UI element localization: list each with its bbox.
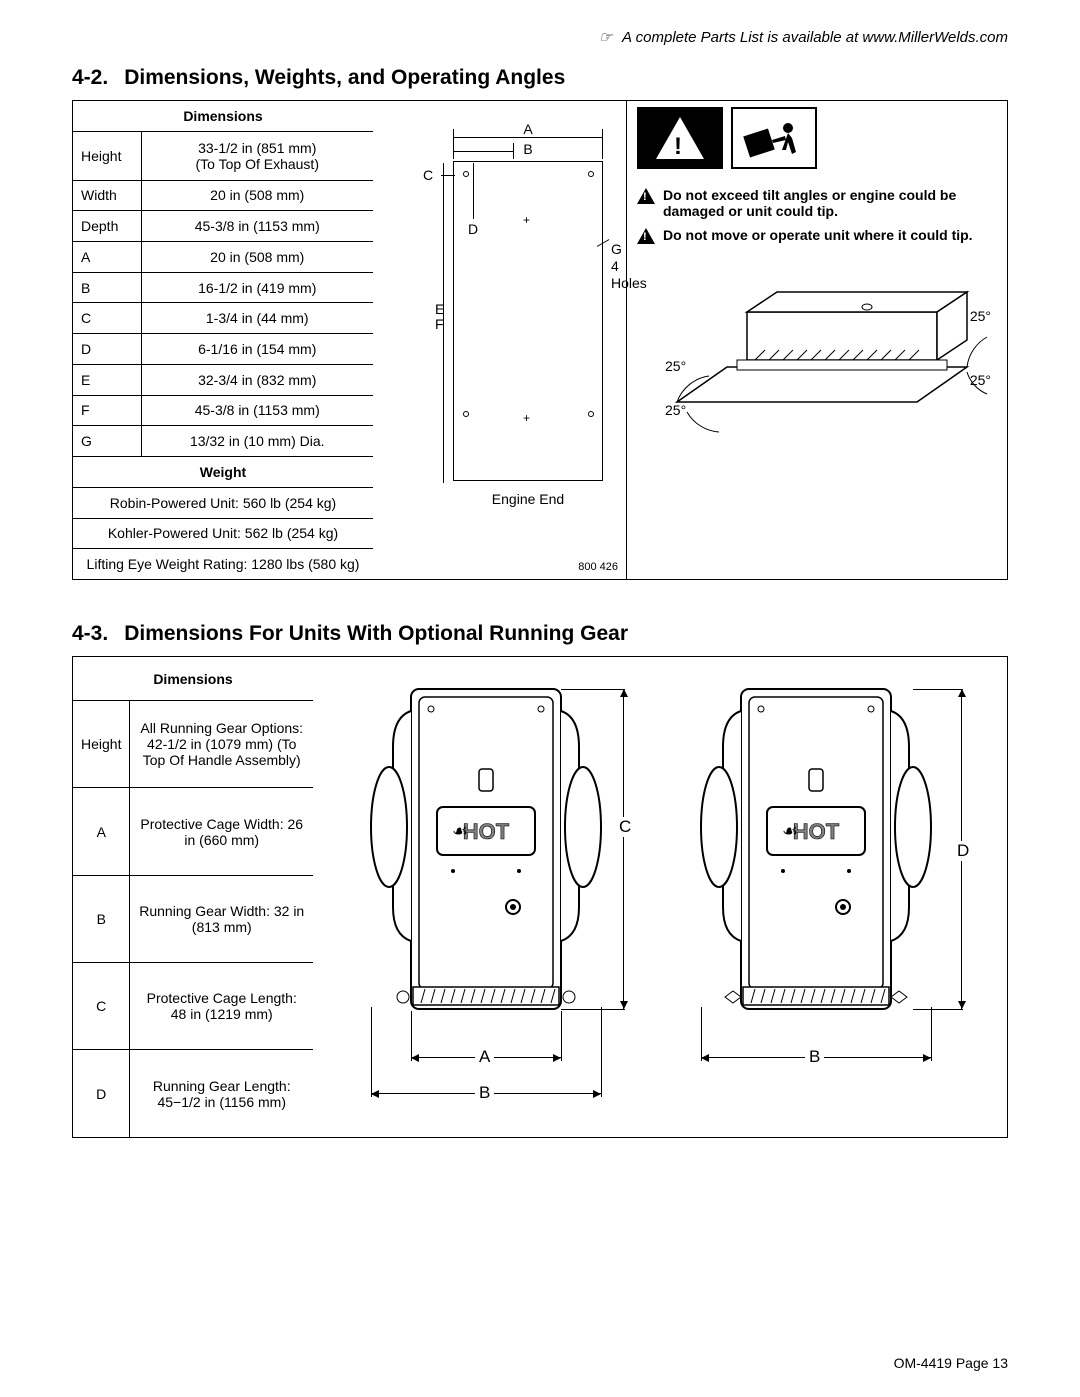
section-4-2-title: 4-2.Dimensions, Weights, and Operating A… xyxy=(72,66,1008,90)
svg-text:☙: ☙ xyxy=(782,821,798,841)
dim-header: Dimensions xyxy=(73,101,373,131)
pointer-icon: ☞ xyxy=(599,29,612,46)
table-4-3: Dimensions HeightAll Running Gear Option… xyxy=(73,657,313,1137)
panel-4-3: Dimensions HeightAll Running Gear Option… xyxy=(72,656,1008,1138)
section-4-3-title: 4-3.Dimensions For Units With Optional R… xyxy=(72,622,1008,646)
diagram-4-2: A B C D + + G4 Holes E F Engine End 800 … xyxy=(373,101,627,579)
table-4-2: Dimensions Height33-1/2 in (851 mm) (To … xyxy=(73,101,373,579)
svg-text:HOT: HOT xyxy=(463,819,510,844)
diagram-4-3: HOT ☙ xyxy=(313,657,1007,1137)
note-text: A complete Parts List is available at ww… xyxy=(622,29,1008,46)
warning-icon: ! xyxy=(637,228,655,244)
svg-text:HOT: HOT xyxy=(793,819,840,844)
panel-4-2: Dimensions Height33-1/2 in (851 mm) (To … xyxy=(72,100,1008,580)
warning-bang-icon: ! xyxy=(637,107,723,169)
page-footer: OM-4419 Page 13 xyxy=(894,1355,1008,1371)
weight-header: Weight xyxy=(73,457,373,488)
tilt-diagram: 25° 25° 25° 25° xyxy=(637,252,997,462)
warning-2: ! Do not move or operate unit where it c… xyxy=(637,227,997,244)
warning-1: ! Do not exceed tilt angles or engine co… xyxy=(637,187,997,219)
parts-list-note: ☞ A complete Parts List is available at … xyxy=(72,28,1008,46)
tip-over-icon xyxy=(731,107,817,169)
warning-column: ! ! Do not exceed tilt angles or engine … xyxy=(627,101,1007,579)
svg-text:☙: ☙ xyxy=(452,821,468,841)
warning-icon: ! xyxy=(637,188,655,204)
